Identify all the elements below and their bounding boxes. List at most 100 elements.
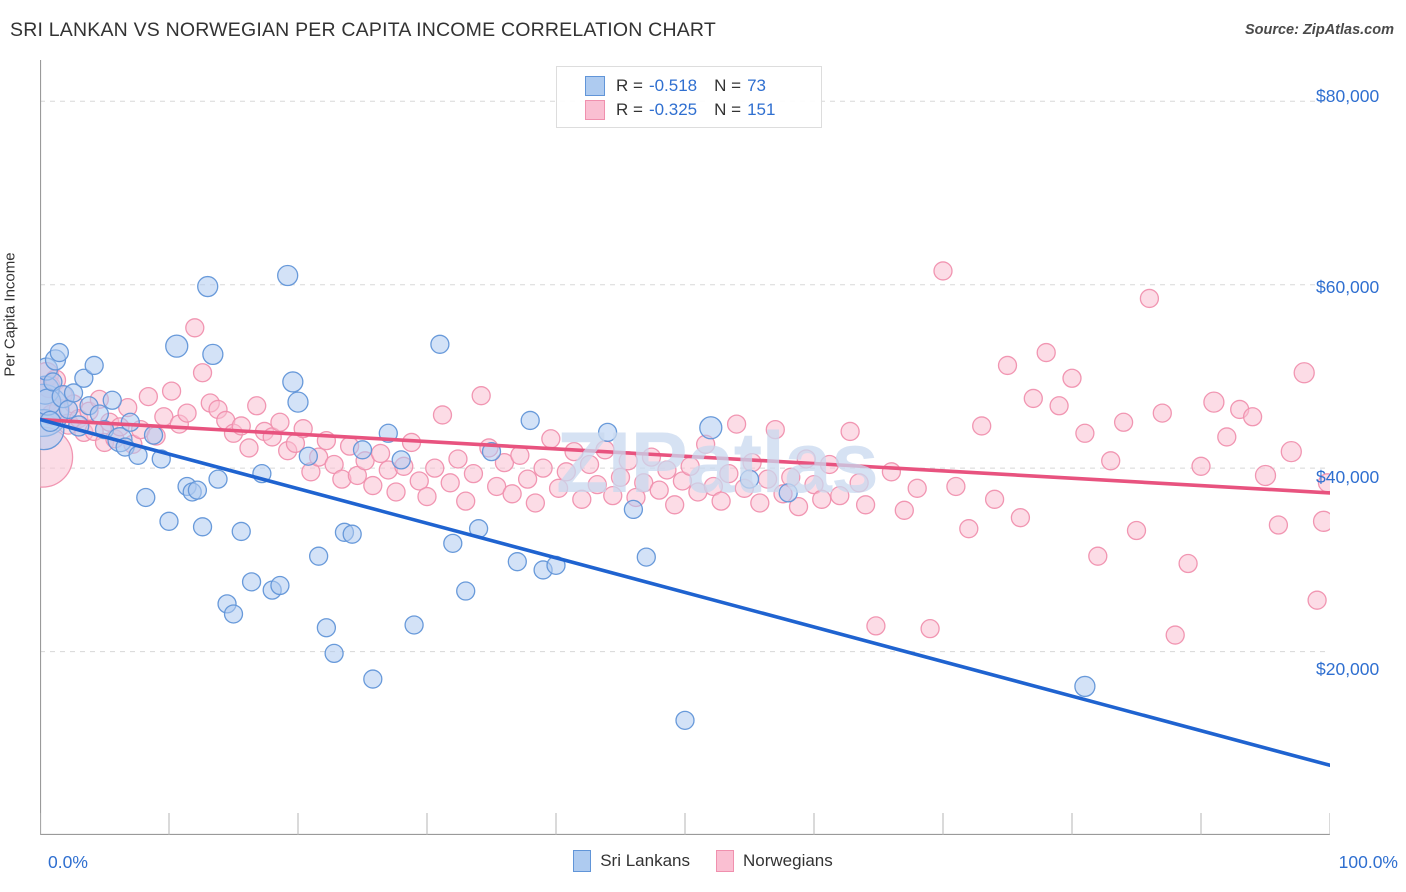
data-point[interactable]: [587, 474, 607, 495]
data-point[interactable]: [223, 604, 244, 624]
data-point[interactable]: [920, 618, 940, 639]
data-point[interactable]: [270, 412, 290, 432]
data-point[interactable]: [502, 484, 522, 504]
data-point[interactable]: [1036, 342, 1056, 363]
data-point[interactable]: [1049, 396, 1069, 416]
data-point[interactable]: [1088, 546, 1108, 566]
data-point[interactable]: [699, 416, 723, 440]
data-point[interactable]: [610, 467, 631, 487]
data-point[interactable]: [239, 438, 259, 458]
data-point[interactable]: [984, 489, 1005, 509]
data-point[interactable]: [1268, 515, 1289, 535]
data-point[interactable]: [1126, 520, 1147, 541]
data-point[interactable]: [675, 710, 695, 731]
data-point[interactable]: [49, 342, 70, 363]
data-point[interactable]: [342, 524, 362, 544]
data-point[interactable]: [165, 334, 189, 358]
data-point[interactable]: [352, 440, 373, 460]
data-point[interactable]: [541, 429, 561, 449]
data-point[interactable]: [757, 469, 778, 489]
data-point[interactable]: [750, 493, 770, 513]
data-point[interactable]: [719, 463, 739, 484]
data-point[interactable]: [432, 405, 453, 425]
data-point[interactable]: [1178, 553, 1198, 574]
data-point[interactable]: [443, 533, 463, 553]
data-point[interactable]: [84, 355, 104, 376]
data-point[interactable]: [788, 497, 809, 517]
data-point[interactable]: [959, 519, 979, 539]
data-point[interactable]: [812, 489, 832, 509]
data-point[interactable]: [636, 547, 656, 567]
data-point[interactable]: [778, 483, 798, 503]
data-point[interactable]: [1293, 362, 1315, 384]
data-point[interactable]: [1075, 423, 1095, 443]
data-point[interactable]: [1165, 625, 1185, 645]
data-point[interactable]: [363, 669, 383, 689]
data-point[interactable]: [1191, 456, 1211, 476]
data-point[interactable]: [192, 517, 213, 537]
data-point[interactable]: [680, 456, 700, 476]
data-point[interactable]: [866, 616, 886, 636]
data-point[interactable]: [765, 419, 785, 440]
data-point[interactable]: [579, 454, 600, 475]
data-point[interactable]: [1010, 508, 1031, 528]
data-point[interactable]: [136, 487, 156, 508]
data-point[interactable]: [324, 643, 344, 664]
data-point[interactable]: [623, 499, 644, 520]
data-point[interactable]: [533, 458, 553, 478]
data-point[interactable]: [517, 469, 538, 489]
data-point[interactable]: [933, 261, 953, 281]
data-point[interactable]: [363, 475, 383, 496]
data-point[interactable]: [556, 462, 576, 482]
data-point[interactable]: [487, 476, 507, 497]
data-point[interactable]: [448, 449, 468, 469]
data-point[interactable]: [316, 618, 337, 638]
data-point[interactable]: [208, 469, 228, 489]
data-point[interactable]: [1307, 590, 1327, 610]
data-point[interactable]: [525, 493, 546, 513]
data-point[interactable]: [308, 546, 329, 566]
data-point[interactable]: [143, 425, 164, 445]
data-point[interactable]: [946, 476, 966, 497]
data-point[interactable]: [907, 478, 927, 498]
data-point[interactable]: [1139, 288, 1160, 309]
data-point[interactable]: [185, 318, 205, 338]
data-point[interactable]: [1062, 368, 1082, 388]
data-point[interactable]: [463, 463, 484, 484]
data-point[interactable]: [1101, 451, 1121, 471]
data-point[interactable]: [370, 443, 391, 464]
data-point[interactable]: [657, 460, 677, 480]
data-point[interactable]: [1280, 440, 1302, 463]
data-point[interactable]: [855, 495, 876, 515]
data-point[interactable]: [603, 486, 623, 506]
data-point[interactable]: [572, 489, 592, 509]
data-point[interactable]: [58, 399, 79, 420]
data-point[interactable]: [1203, 391, 1225, 413]
data-point[interactable]: [159, 511, 179, 531]
data-point[interactable]: [597, 422, 618, 443]
data-point[interactable]: [471, 386, 491, 406]
data-point[interactable]: [287, 391, 309, 413]
data-point[interactable]: [1242, 407, 1263, 427]
data-point[interactable]: [102, 390, 122, 410]
data-point[interactable]: [425, 458, 445, 478]
data-point[interactable]: [456, 491, 476, 511]
data-point[interactable]: [404, 615, 424, 635]
legend-item-sri-lankans[interactable]: Sri Lankans: [573, 850, 690, 872]
data-point[interactable]: [43, 372, 63, 392]
data-point[interactable]: [894, 500, 914, 520]
data-point[interactable]: [649, 480, 669, 500]
data-point[interactable]: [1217, 427, 1237, 447]
data-point[interactable]: [634, 473, 654, 493]
data-point[interactable]: [830, 486, 850, 506]
data-point[interactable]: [417, 486, 437, 507]
data-point[interactable]: [187, 480, 208, 500]
data-point[interactable]: [520, 410, 540, 431]
data-point[interactable]: [641, 447, 662, 467]
data-point[interactable]: [177, 403, 197, 423]
data-point[interactable]: [997, 355, 1018, 376]
data-point[interactable]: [409, 471, 429, 491]
data-point[interactable]: [202, 343, 224, 366]
data-point[interactable]: [456, 581, 476, 601]
data-point[interactable]: [74, 368, 94, 388]
